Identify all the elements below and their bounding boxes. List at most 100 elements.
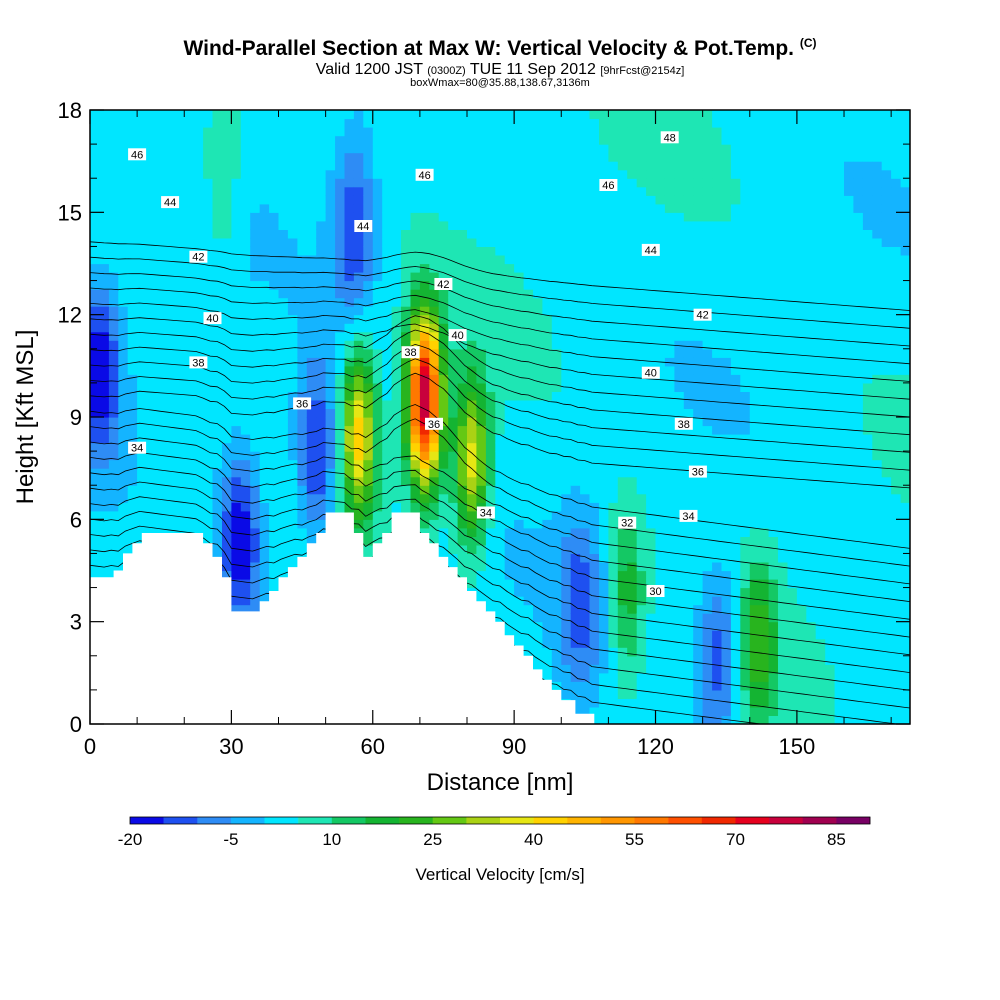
velocity-cell: [240, 314, 251, 324]
velocity-cell: [382, 348, 393, 358]
velocity-cell: [674, 263, 685, 273]
velocity-cell: [683, 468, 694, 478]
velocity-cell: [240, 502, 251, 512]
velocity-cell: [599, 161, 609, 171]
velocity-cell: [335, 357, 346, 367]
velocity-cell: [664, 118, 675, 128]
velocity-cell: [664, 664, 675, 674]
velocity-cell: [495, 579, 506, 589]
velocity-cell: [203, 348, 214, 358]
velocity-cell: [599, 621, 609, 631]
velocity-cell: [608, 246, 619, 256]
velocity-cell: [674, 306, 685, 316]
velocity-cell: [467, 203, 477, 213]
velocity-cell: [118, 263, 129, 273]
velocity-cell: [401, 272, 411, 282]
velocity-cell: [222, 306, 232, 316]
velocity-cell: [316, 408, 327, 418]
velocity-cell: [664, 280, 675, 290]
velocity-cell: [316, 220, 327, 230]
velocity-cell: [419, 348, 430, 358]
velocity-cell: [222, 348, 232, 358]
velocity-cell: [174, 374, 185, 384]
velocity-cell: [372, 169, 383, 179]
velocity-cell: [382, 289, 393, 299]
velocity-cell: [212, 544, 223, 554]
velocity-cell: [222, 331, 232, 341]
velocity-cell: [212, 357, 223, 367]
velocity-cell: [372, 382, 383, 392]
velocity-cell: [712, 459, 723, 469]
velocity-cell: [570, 596, 581, 606]
velocity-cell: [90, 536, 100, 546]
velocity-cell: [721, 340, 732, 350]
velocity-cell: [514, 536, 525, 546]
velocity-cell: [683, 442, 694, 452]
velocity-cell: [533, 468, 543, 478]
velocity-cell: [608, 459, 619, 469]
velocity-cell: [363, 502, 374, 512]
velocity-cell: [457, 110, 468, 120]
velocity-cell: [457, 186, 468, 196]
velocity-cell: [617, 689, 628, 699]
velocity-cell: [353, 289, 364, 299]
velocity-cell: [646, 698, 657, 708]
velocity-cell: [297, 255, 308, 265]
velocity-cell: [240, 152, 251, 162]
velocity-cell: [165, 203, 176, 213]
velocity-cell: [99, 348, 110, 358]
velocity-cell: [561, 408, 572, 418]
velocity-cell: [504, 493, 515, 503]
velocity-cell: [664, 306, 675, 316]
velocity-cell: [325, 408, 336, 418]
velocity-cell: [551, 476, 562, 486]
velocity-cell: [184, 255, 195, 265]
velocity-cell: [683, 647, 694, 657]
velocity-cell: [683, 323, 694, 333]
velocity-cell: [674, 706, 685, 716]
velocity-cell: [108, 229, 119, 239]
velocity-cell: [269, 451, 280, 461]
velocity-cell: [674, 476, 685, 486]
velocity-cell: [429, 519, 440, 529]
velocity-cell: [382, 144, 393, 154]
velocity-cell: [297, 468, 308, 478]
velocity-cell: [683, 297, 694, 307]
velocity-cell: [212, 527, 223, 537]
velocity-cell: [438, 110, 449, 120]
velocity-cell: [570, 186, 581, 196]
velocity-cell: [353, 161, 364, 171]
velocity-cell: [174, 399, 185, 409]
velocity-cell: [514, 442, 525, 452]
velocity-cell: [712, 203, 723, 213]
velocity-cell: [476, 297, 487, 307]
velocity-cell: [740, 621, 751, 631]
velocity-cell: [730, 203, 741, 213]
velocity-cell: [608, 186, 619, 196]
velocity-cell: [693, 562, 704, 572]
velocity-cell: [165, 255, 176, 265]
velocity-cell: [721, 110, 732, 120]
velocity-cell: [231, 272, 242, 282]
velocity-cell: [617, 186, 628, 196]
velocity-cell: [410, 203, 421, 213]
velocity-cell: [448, 161, 459, 171]
velocity-cell: [608, 237, 619, 247]
velocity-cell: [721, 408, 732, 418]
velocity-cell: [740, 562, 751, 572]
velocity-cell: [174, 527, 185, 537]
velocity-cell: [127, 280, 138, 290]
velocity-cell: [551, 417, 562, 427]
velocity-cell: [372, 357, 383, 367]
velocity-cell: [118, 220, 129, 230]
velocity-cell: [712, 672, 723, 682]
velocity-cell: [306, 476, 317, 486]
velocity-cell: [118, 340, 129, 350]
velocity-cell: [297, 434, 308, 444]
velocity-cell: [363, 297, 374, 307]
velocity-cell: [523, 468, 534, 478]
velocity-cell: [721, 237, 732, 247]
velocity-cell: [495, 186, 506, 196]
velocity-cell: [693, 536, 704, 546]
velocity-cell: [193, 459, 204, 469]
